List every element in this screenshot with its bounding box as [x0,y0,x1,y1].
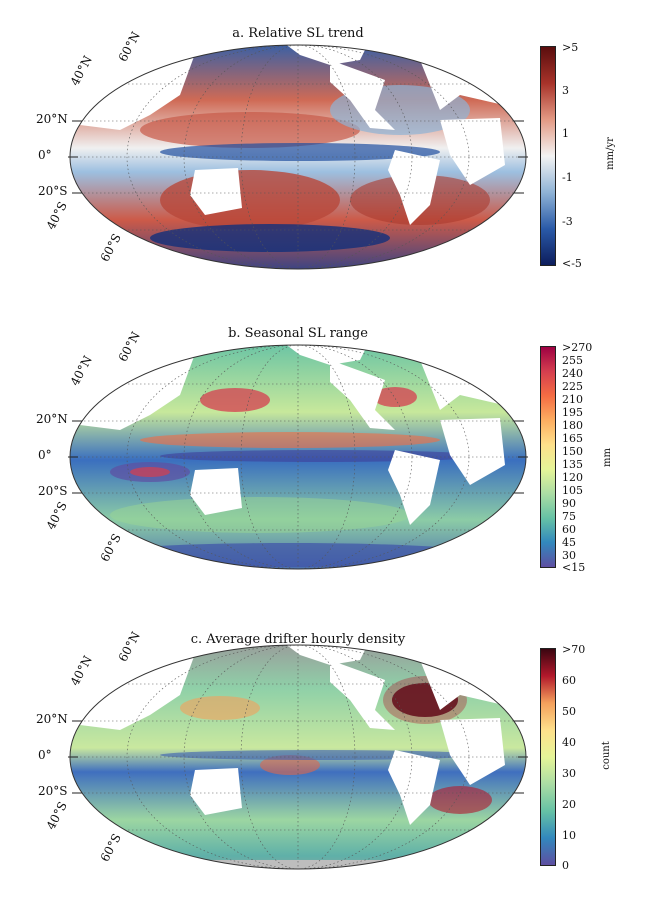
colorbar-tick: 240 [562,367,583,380]
panel-title: a. Relative SL trend [232,26,364,41]
colorbar-unit: count [600,741,612,770]
colorbar-tick: 40 [562,736,576,749]
colorbar-tick: 105 [562,484,583,497]
lat-label-20n: 20°N [36,712,68,726]
lat-label-0: 0° [38,148,52,162]
colorbar-tick: 180 [562,419,583,432]
lat-label-0: 0° [38,448,52,462]
lat-label-20n: 20°N [36,412,68,426]
map-outline [69,344,527,570]
graticule [70,645,526,869]
colorbar-tick: -3 [562,215,573,228]
colorbar-trend [540,46,556,266]
colorbar-tick: 30 [562,767,576,780]
colorbar-tick: <15 [562,561,586,574]
graticule [70,45,526,269]
colorbar-tick: <-5 [562,257,582,270]
colorbar-tick: 90 [562,497,576,510]
colorbar-tick: 195 [562,406,583,419]
map-relative-sl-trend [68,44,528,270]
colorbar-tick: >5 [562,41,579,54]
map-drifter-density [68,644,528,870]
map-seasonal-sl-range [68,344,528,570]
colorbar-unit: mm [601,448,613,467]
colorbar-tick: 60 [562,523,576,536]
colorbar-tick: 10 [562,829,576,842]
colorbar-tick: >70 [562,643,586,656]
lat-label-20s: 20°S [38,784,68,798]
colorbar-tick: >270 [562,341,593,354]
colorbar-tick: 165 [562,432,583,445]
colorbar-tick: -1 [562,171,573,184]
colorbar-tick: 135 [562,458,583,471]
colorbar-tick: 255 [562,354,583,367]
colorbar-tick: 3 [562,84,569,97]
panel-seasonal-sl-range: b. Seasonal SL range [0,300,664,600]
panel-title: b. Seasonal SL range [228,326,368,341]
colorbar-tick: 120 [562,471,583,484]
lat-label-20n: 20°N [36,112,68,126]
map-outline [69,44,527,270]
colorbar-tick: 75 [562,510,576,523]
map-outline [69,644,527,870]
lat-label-0: 0° [38,748,52,762]
colorbar-tick: 210 [562,393,583,406]
colorbar-count [540,648,556,866]
panel-drifter-density: c. Average drifter hourly density [0,600,664,900]
graticule [70,345,526,569]
colorbar-tick: 0 [562,859,569,872]
colorbar-tick: 30 [562,549,576,562]
colorbar-tick: 45 [562,536,576,549]
colorbar-range [540,346,556,568]
colorbar-tick: 150 [562,445,583,458]
colorbar-tick: 1 [562,127,569,140]
panel-relative-sl-trend: a. Relative SL trend [0,0,664,300]
lat-label-20s: 20°S [38,184,68,198]
panel-title: c. Average drifter hourly density [190,632,406,647]
lat-label-20s: 20°S [38,484,68,498]
colorbar-tick: 225 [562,380,583,393]
colorbar-unit: mm/yr [604,137,616,170]
colorbar-tick: 20 [562,798,576,811]
colorbar-tick: 60 [562,674,576,687]
colorbar-tick: 50 [562,705,576,718]
